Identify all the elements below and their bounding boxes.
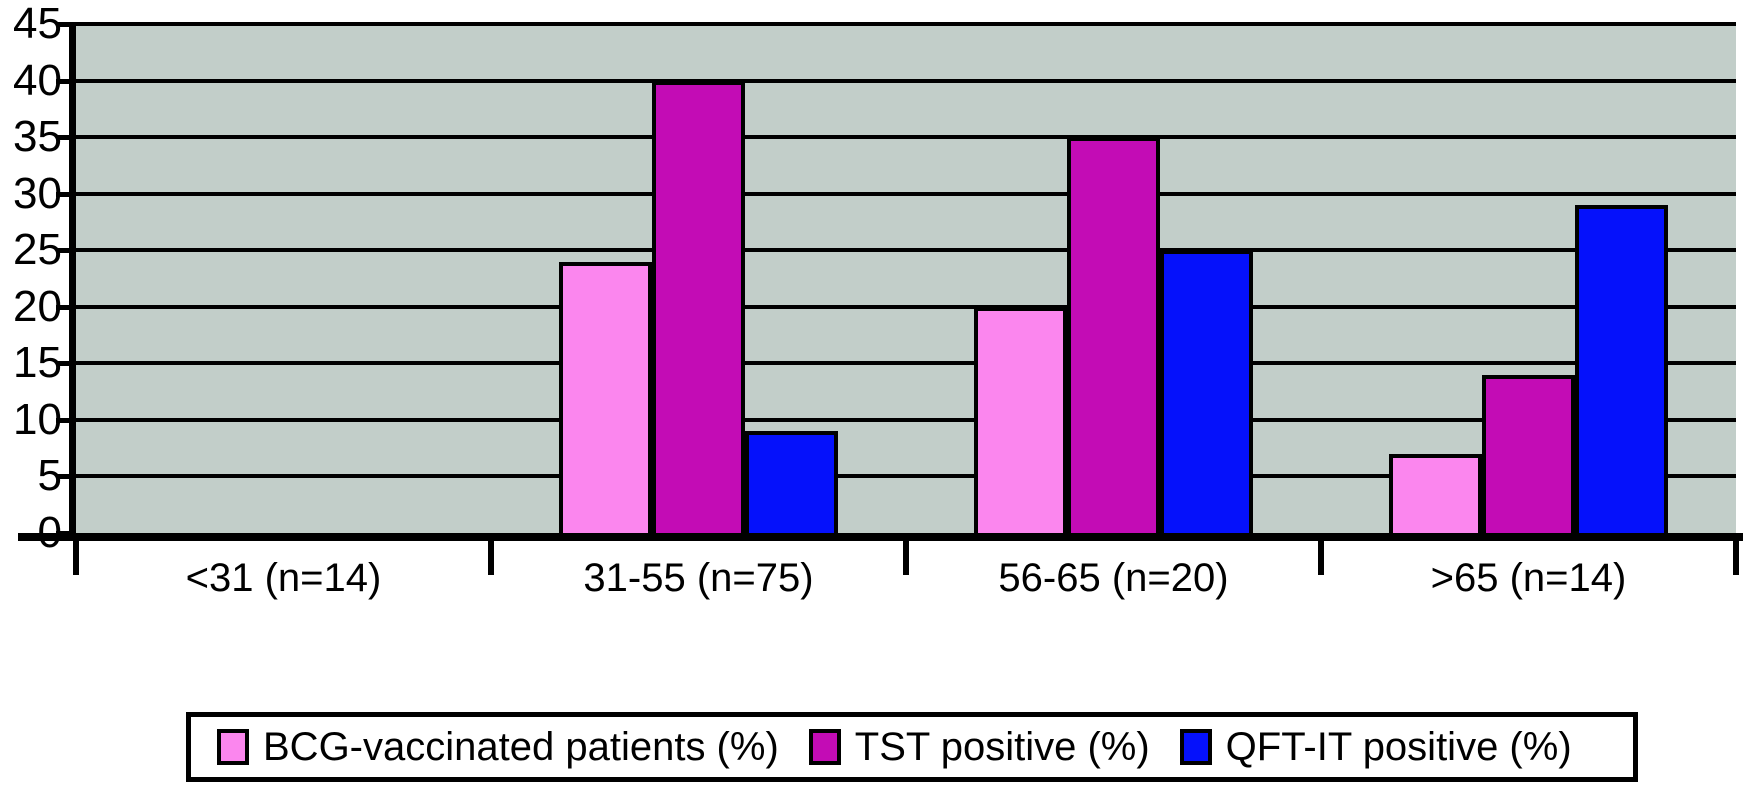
y-axis-label-15: 15 [13, 338, 62, 388]
y-axis-tick-40 [56, 78, 76, 84]
gridline-y-5 [76, 474, 1736, 479]
y-axis-tick-0 [56, 531, 76, 536]
bar-bcg-vaccinated-cat2 [974, 307, 1067, 537]
legend-label: TST positive (%) [854, 724, 1150, 769]
bar-tst-cat3 [1482, 375, 1575, 537]
legend-swatch-icon [217, 729, 249, 765]
y-axis-line [69, 22, 76, 541]
y-axis-tick-20 [56, 304, 76, 310]
gridline-y-30 [76, 191, 1736, 196]
x-axis-tick-3 [1318, 541, 1324, 575]
legend-label: QFT-IT positive (%) [1225, 724, 1572, 769]
y-axis-label-35: 35 [13, 112, 62, 162]
y-axis-tick-35 [56, 135, 76, 141]
bar-tst-cat1 [652, 81, 745, 537]
y-axis-tick-15 [56, 361, 76, 367]
bar-bcg-vaccinated-cat3 [1389, 454, 1482, 537]
y-axis-label-40: 40 [13, 55, 62, 105]
gridline-y-35 [76, 135, 1736, 140]
y-axis-label-30: 30 [13, 168, 62, 218]
legend-item-2: QFT-IT positive (%) [1179, 724, 1572, 770]
y-axis-label-45: 45 [13, 0, 62, 48]
legend-label: BCG-vaccinated patients (%) [263, 724, 779, 769]
legend-item-1: TST positive (%) [808, 724, 1150, 770]
chart-legend: BCG-vaccinated patients (%) TST positive … [186, 712, 1638, 782]
y-axis-tick-5 [56, 474, 76, 480]
x-axis-line [18, 533, 1743, 541]
x-axis-label-category-3: >65 (n=14) [1430, 556, 1627, 600]
plot-area [76, 22, 1736, 537]
y-axis-tick-25 [56, 248, 76, 254]
gridline-y-45 [76, 22, 1736, 26]
y-axis-tick-30 [56, 191, 76, 197]
y-axis-label-20: 20 [13, 281, 62, 331]
bar-qft-it-cat3 [1575, 205, 1668, 537]
legend-item-0: BCG-vaccinated patients (%) [217, 725, 779, 770]
legend-swatch-icon [1179, 729, 1212, 765]
y-axis-tick-45 [56, 22, 76, 27]
bar-bcg-vaccinated-cat1 [559, 262, 652, 537]
x-axis-tick-4 [1733, 541, 1739, 575]
gridline-y-15 [76, 361, 1736, 366]
gridline-y-25 [76, 248, 1736, 253]
bar-tst-cat2 [1067, 137, 1160, 537]
gridline-y-20 [76, 304, 1736, 309]
x-axis-tick-0 [73, 541, 79, 575]
legend-swatch-icon [808, 729, 841, 765]
gridline-y-40 [76, 78, 1736, 83]
bar-qft-it-cat1 [745, 431, 838, 537]
bar-qft-it-cat2 [1160, 250, 1253, 537]
y-axis-label-5: 5 [37, 451, 62, 501]
x-axis-tick-1 [488, 541, 494, 575]
gridline-y-10 [76, 417, 1736, 422]
x-axis-tick-2 [903, 541, 909, 575]
y-axis-label-25: 25 [13, 225, 62, 275]
x-axis-label-category-0: <31 (n=14) [185, 556, 382, 600]
y-axis-label-10: 10 [13, 394, 62, 444]
y-axis-tick-10 [56, 417, 76, 423]
x-axis-label-category-1: 31-55 (n=75) [583, 556, 814, 600]
x-axis-label-category-2: 56-65 (n=20) [998, 556, 1229, 600]
